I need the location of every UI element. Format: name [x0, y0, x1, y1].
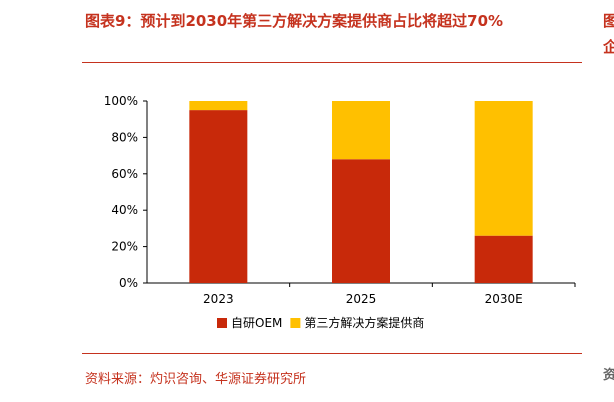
y-tick-label: 20%	[111, 240, 138, 254]
source-divider	[82, 353, 582, 354]
source-note: 资料来源：灼识咨询、华源证券研究所	[85, 372, 307, 387]
chart-title: 图表9：预计到2030年第三方解决方案提供商占比将超过70%	[85, 12, 504, 30]
bar-segment-third-party	[332, 101, 390, 160]
bars-group	[189, 101, 533, 283]
bar-segment-third-party	[474, 101, 533, 236]
bar-segment-oem	[332, 159, 390, 283]
bar-segment-third-party	[189, 101, 248, 111]
legend-swatch	[217, 318, 227, 328]
edge-text-fragment: 图	[603, 12, 614, 30]
y-axis-ticks: 0% 20% 40% 60% 80% 100%	[104, 94, 147, 290]
y-tick-label: 0%	[119, 276, 138, 290]
y-tick-label: 60%	[111, 167, 138, 181]
x-axis-ticks: 2023 2025 2030E	[203, 283, 576, 306]
bar-segment-oem	[474, 235, 533, 283]
y-tick-label: 40%	[111, 203, 138, 217]
y-tick-label: 80%	[111, 130, 138, 144]
legend-label: 第三方解决方案提供商	[304, 315, 424, 330]
title-divider	[82, 62, 582, 63]
legend-swatch	[290, 318, 301, 328]
x-tick-label: 2030E	[485, 292, 523, 306]
edge-text-fragment: 资	[603, 368, 614, 383]
legend-label: 自研OEM	[231, 316, 282, 330]
bar-segment-oem	[189, 110, 248, 283]
legend: 自研OEM 第三方解决方案提供商	[217, 315, 424, 330]
edge-text-fragment: 企	[603, 38, 614, 56]
y-tick-label: 100%	[104, 94, 138, 108]
x-tick-label: 2023	[203, 292, 234, 306]
x-tick-label: 2025	[346, 292, 377, 306]
